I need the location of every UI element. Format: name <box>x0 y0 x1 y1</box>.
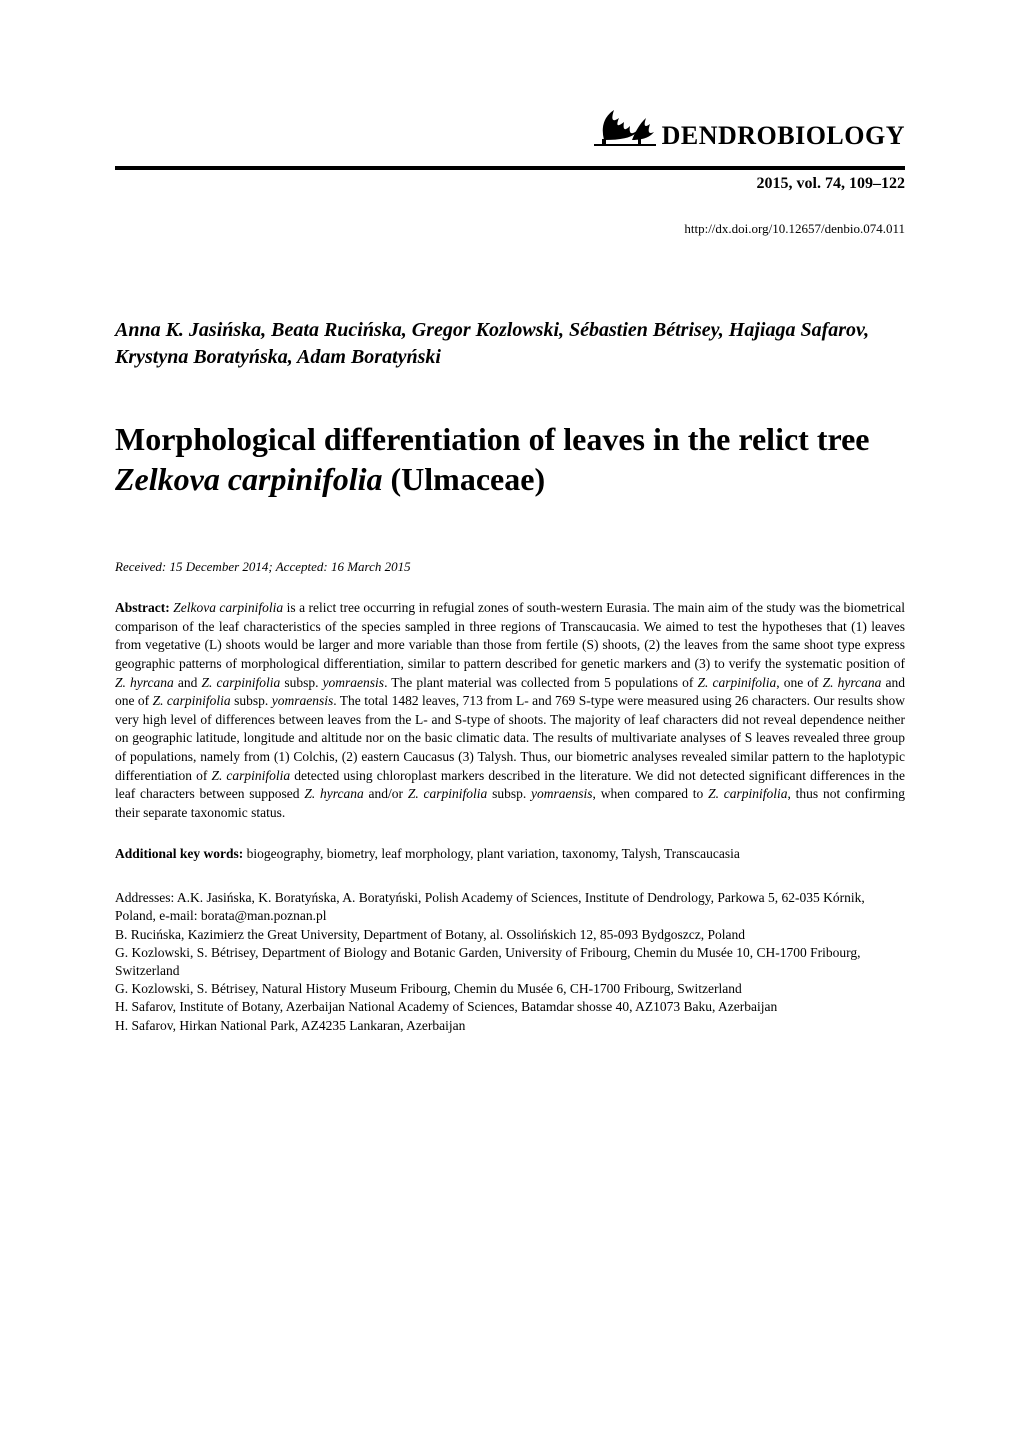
abstract-ital-5: Z. carpinifolia <box>697 675 776 690</box>
address-line-5: H. Safarov, Institute of Botany, Azerbai… <box>115 998 905 1016</box>
tree-icon <box>594 100 656 151</box>
address-line-2: B. Rucińska, Kazimierz the Great Univers… <box>115 926 905 944</box>
header-rule <box>115 166 905 170</box>
address-line-1: Addresses: A.K. Jasińska, K. Boratyńska,… <box>115 889 905 925</box>
address-line-3: G. Kozlowski, S. Bétrisey, Department of… <box>115 944 905 980</box>
journal-logo-area: DENDROBIOLOGY <box>115 100 905 151</box>
abstract-text-4: . The plant material was collected from … <box>384 675 697 690</box>
abstract-ital-7: Z. carpinifolia <box>153 693 231 708</box>
journal-name: DENDROBIOLOGY <box>662 121 905 151</box>
abstract-ital-8: yomraensis <box>272 693 334 708</box>
title-pre: Morphological differentiation of leaves … <box>115 421 870 457</box>
received-accepted-dates: Received: 15 December 2014; Accepted: 16… <box>115 559 905 575</box>
abstract-text-11: subsp. <box>487 786 531 801</box>
abstract-text-3: subsp. <box>280 675 322 690</box>
abstract: Abstract: Zelkova carpinifolia is a reli… <box>115 599 905 823</box>
article-title: Morphological differentiation of leaves … <box>115 419 905 499</box>
abstract-text-5: , one of <box>776 675 822 690</box>
abstract-ital-2: Z. hyrcana <box>115 675 174 690</box>
abstract-ital-11: Z. carpinifolia <box>408 786 487 801</box>
abstract-label: Abstract: <box>115 600 173 615</box>
title-post: (Ulmaceae) <box>383 461 546 497</box>
abstract-ital-10: Z. hyrcana <box>304 786 363 801</box>
address-line-4: G. Kozlowski, S. Bétrisey, Natural Histo… <box>115 980 905 998</box>
address-line-6: H. Safarov, Hirkan National Park, AZ4235… <box>115 1017 905 1035</box>
abstract-ital-12: yomraensis <box>531 786 593 801</box>
abstract-text-12: , when compared to <box>593 786 709 801</box>
keywords-label: Additional key words: <box>115 846 247 861</box>
author-list: Anna K. Jasińska, Beata Rucińska, Gregor… <box>115 317 905 371</box>
abstract-ital-4: yomraensis <box>323 675 385 690</box>
keywords: Additional key words: biogeography, biom… <box>115 845 905 864</box>
abstract-text-2: and <box>174 675 202 690</box>
abstract-ital-1: Zelkova carpinifolia <box>173 600 283 615</box>
abstract-ital-6: Z. hyrcana <box>823 675 882 690</box>
volume-info: 2015, vol. 74, 109–122 <box>115 175 905 193</box>
journal-logo: DENDROBIOLOGY <box>594 100 905 151</box>
abstract-ital-9: Z. carpinifolia <box>211 768 290 783</box>
title-species: Zelkova carpinifolia <box>115 461 383 497</box>
author-addresses: Addresses: A.K. Jasińska, K. Boratyńska,… <box>115 889 905 1035</box>
abstract-text-10: and/or <box>364 786 408 801</box>
keywords-text: biogeography, biometry, leaf morphology,… <box>247 846 740 861</box>
abstract-ital-13: Z. carpinifolia <box>708 786 787 801</box>
abstract-text-7: subsp. <box>231 693 272 708</box>
doi-link[interactable]: http://dx.doi.org/10.12657/denbio.074.01… <box>115 221 905 237</box>
abstract-ital-3: Z. carpinifolia <box>201 675 280 690</box>
